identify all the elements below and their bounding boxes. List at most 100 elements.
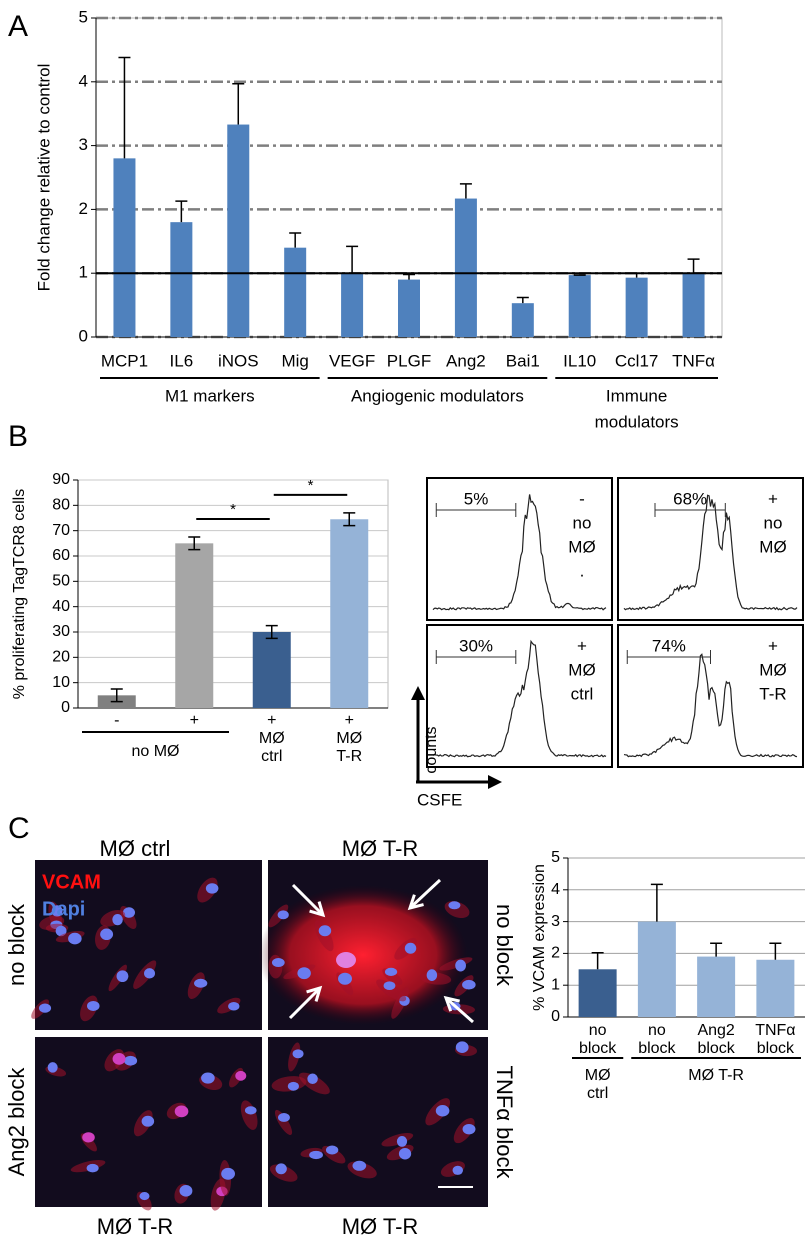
nucleus [87, 1000, 100, 1012]
x-tick-label: block [757, 1040, 795, 1057]
nucleus [452, 1165, 464, 1175]
x-tick-label: + [345, 712, 354, 729]
flow-panel [617, 624, 804, 768]
nucleus [139, 1192, 150, 1201]
flow-condition: + [768, 489, 778, 508]
gate-percent: 68% [673, 489, 707, 508]
x-tick-label: block [638, 1040, 676, 1057]
x-tick-label: T-R [336, 748, 362, 765]
group-label: M1 markers [165, 386, 255, 405]
bar [697, 956, 736, 1017]
x-tick-label: block [697, 1040, 735, 1057]
bar [454, 198, 477, 337]
flow-condition: MØ [568, 537, 595, 556]
flow-condition: MØ [759, 537, 786, 556]
x-tick-label: Ang2 [446, 351, 486, 370]
stain-label: Dapi [42, 898, 85, 920]
nucleus [338, 972, 352, 985]
panel-label: C [8, 812, 30, 845]
x-tick-label: no [589, 1022, 607, 1039]
group-label: no MØ [131, 743, 179, 760]
nucleus [201, 1072, 215, 1084]
nucleus [47, 1062, 58, 1073]
bar [682, 273, 705, 337]
gate-percent: 74% [652, 636, 686, 655]
bar [113, 158, 136, 337]
gate-percent: 5% [464, 489, 489, 508]
flow-condition: - [579, 489, 585, 508]
x-tick-label: - [114, 712, 119, 729]
flow-panel [426, 477, 613, 621]
bar [341, 273, 364, 337]
nucleus [404, 942, 417, 954]
x-tick-label: no [648, 1022, 666, 1039]
nucleus [174, 1105, 189, 1118]
arrow-head [488, 775, 502, 789]
arrow [445, 996, 474, 1024]
arrow-head [306, 985, 323, 1002]
nucleus [38, 1003, 52, 1013]
error-bar [343, 512, 356, 527]
arrow-head [407, 894, 424, 911]
y-tick-label: 10 [52, 674, 70, 691]
nucleus [426, 969, 438, 981]
column-footer: MØ T-R [97, 1214, 174, 1239]
bar [170, 222, 193, 337]
x-tick-label: IL6 [170, 351, 194, 370]
arrow [408, 878, 442, 910]
y-tick-label: 4 [79, 71, 88, 90]
y-tick-label: 5 [551, 849, 560, 866]
nucleus [55, 925, 67, 937]
significance-label: * [308, 477, 314, 494]
x-tick-label: + [190, 712, 199, 729]
error-bar [188, 536, 201, 551]
y-tick-label: 50 [52, 573, 70, 590]
y-tick-label: 1 [551, 976, 560, 993]
flow-curve [623, 494, 798, 611]
nucleus [396, 1136, 408, 1147]
y-tick-label: 60 [52, 547, 70, 564]
significance-label: * [230, 501, 236, 518]
flow-condition: MØ [759, 660, 786, 679]
group-label: modulators [595, 412, 679, 431]
column-header: MØ ctrl [100, 836, 171, 861]
flow-curve [432, 639, 607, 758]
row-label: no block [492, 904, 517, 987]
nucleus [398, 1147, 412, 1160]
bar [568, 275, 591, 337]
bar [252, 632, 291, 708]
x-tick-label: MØ [336, 730, 362, 747]
error-bar [516, 296, 529, 304]
error-bar [687, 258, 700, 274]
y-tick-label: 2 [79, 199, 88, 218]
arrow [291, 883, 325, 917]
error-bar [591, 952, 604, 970]
flow-curve [432, 494, 607, 611]
error-bar [265, 624, 278, 640]
nucleus [271, 958, 285, 968]
bar [175, 543, 214, 708]
nucleus [194, 978, 208, 988]
nucleus [448, 901, 461, 910]
flow-condition: no [573, 513, 592, 532]
panel-label: B [8, 420, 28, 453]
arrow-head [411, 686, 425, 700]
nucleus [435, 1105, 450, 1117]
y-tick-label: 90 [52, 471, 70, 488]
error-bar [650, 883, 663, 922]
flow-condition: MØ [568, 660, 595, 679]
y-tick-label: 0 [551, 1008, 560, 1025]
x-tick-label: PLGF [387, 351, 431, 370]
x-tick-label: ctrl [261, 748, 282, 765]
group-label: Immune [606, 386, 667, 405]
y-tick-label: 4 [551, 881, 560, 898]
y-tick-label: 3 [79, 135, 88, 154]
bar [330, 519, 369, 708]
y-tick-label: 20 [52, 649, 70, 666]
flow-condition: T-R [759, 684, 786, 703]
y-tick-label: 2 [551, 945, 560, 962]
stain-label: VCAM [42, 871, 101, 893]
row-label: Ang2 block [4, 1067, 29, 1177]
error-bar [403, 273, 415, 280]
nucleus [292, 1049, 304, 1059]
